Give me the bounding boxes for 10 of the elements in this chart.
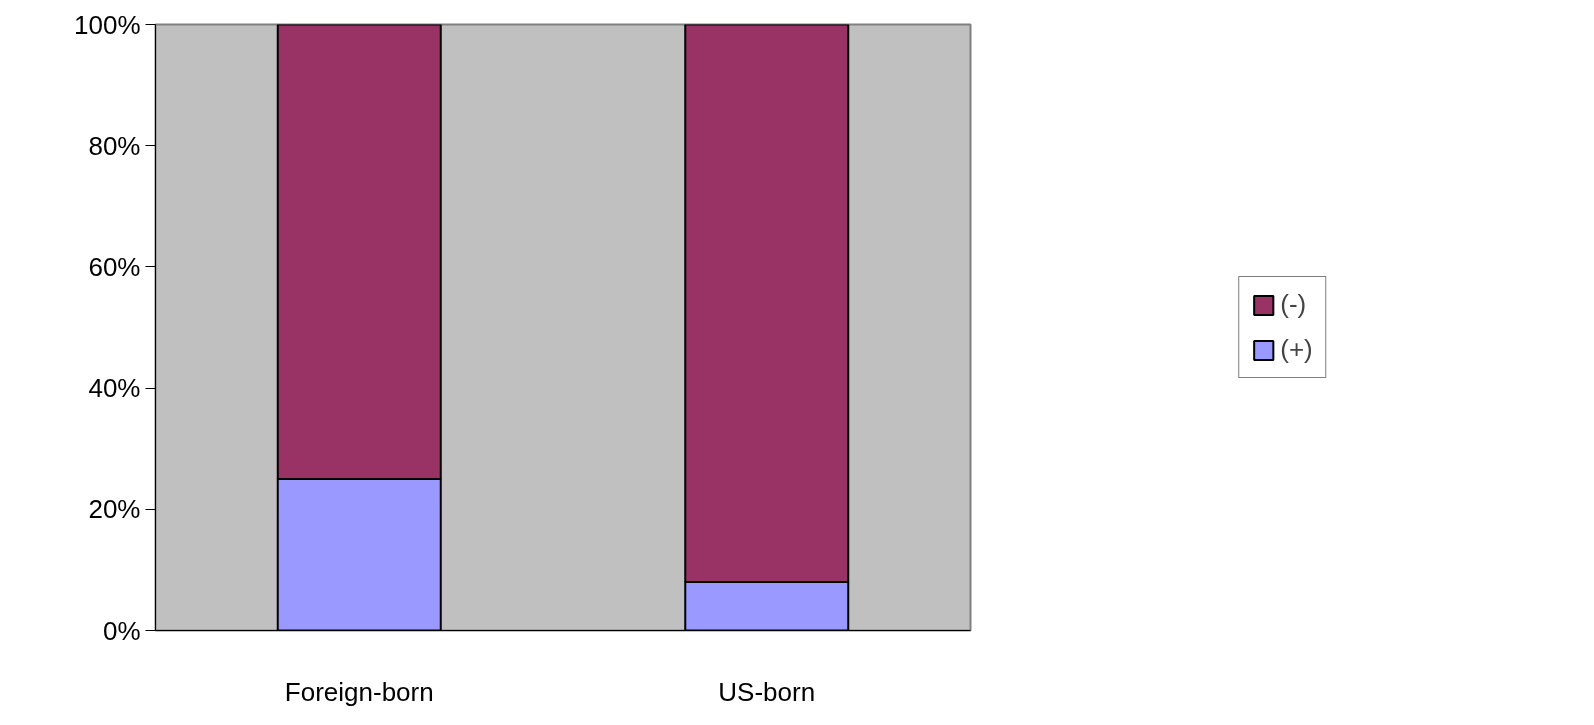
legend-label: (-) xyxy=(1280,289,1307,320)
x-tick-label: US-born xyxy=(718,676,816,707)
x-tick-label: Foreign-born xyxy=(284,676,434,707)
y-tick-label: 40% xyxy=(88,373,141,404)
y-tick-label: 80% xyxy=(88,130,141,161)
legend-label: (+) xyxy=(1280,334,1313,365)
y-tick-label: 100% xyxy=(74,9,141,40)
y-tick-label: 20% xyxy=(88,494,141,525)
y-tick-label: 60% xyxy=(88,251,141,282)
y-tick-label: 0% xyxy=(102,615,141,646)
